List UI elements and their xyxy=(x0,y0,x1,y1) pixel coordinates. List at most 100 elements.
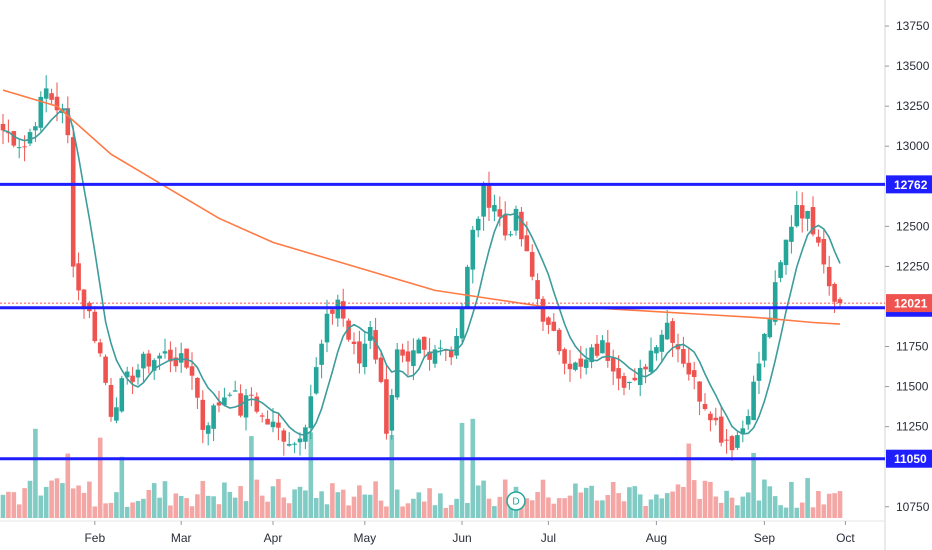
candle-body xyxy=(200,399,206,430)
candle-body xyxy=(16,147,22,149)
volume-bar xyxy=(211,496,216,518)
volume-bar xyxy=(49,480,54,518)
volume-bar xyxy=(173,493,179,518)
volume-bar xyxy=(621,501,627,518)
volume-bar xyxy=(238,486,243,518)
candle-body xyxy=(551,321,557,331)
volume-bar xyxy=(481,480,486,518)
volume-bar xyxy=(675,484,681,518)
candle-body xyxy=(162,351,168,354)
level-12762-badge xyxy=(886,175,932,194)
candle-body xyxy=(141,353,146,369)
candle-body xyxy=(276,422,281,428)
candle-body xyxy=(405,351,411,362)
candle-body xyxy=(416,339,422,354)
candle-body xyxy=(729,436,735,451)
volume-bar xyxy=(546,497,551,518)
volume-bar xyxy=(265,501,270,518)
volume-bar xyxy=(605,495,611,518)
volume-bar xyxy=(351,496,357,518)
volume-bar xyxy=(600,500,605,518)
candle-body xyxy=(346,320,351,340)
volume-bar xyxy=(837,491,843,518)
volume-bar xyxy=(130,502,135,518)
volume-bar xyxy=(470,418,476,518)
volume-bar xyxy=(535,492,540,518)
candle-body xyxy=(195,377,200,398)
candle-body xyxy=(146,353,152,367)
volume-bar xyxy=(389,435,395,518)
volume-bar xyxy=(486,498,492,518)
candle-body xyxy=(103,356,108,383)
volume-bar xyxy=(799,502,805,518)
volume-bars xyxy=(0,418,843,518)
candle-body xyxy=(621,376,627,388)
candle-body xyxy=(211,405,216,429)
candle-body xyxy=(43,88,49,99)
candle-body xyxy=(540,298,546,322)
volume-bar xyxy=(124,506,130,518)
volume-bar xyxy=(810,507,816,518)
candle-body xyxy=(816,236,821,243)
volume-bar xyxy=(502,479,508,518)
candle-body xyxy=(826,266,832,287)
volume-bar xyxy=(151,483,157,518)
volume-bar xyxy=(146,490,152,518)
candle-body xyxy=(11,131,17,146)
price-tick-label: 13250 xyxy=(896,99,930,113)
candle-body xyxy=(108,384,114,417)
candle-body xyxy=(216,402,222,406)
volume-bar xyxy=(589,485,594,518)
candle-body xyxy=(114,407,119,421)
volume-bar xyxy=(718,502,724,518)
volume-bar xyxy=(103,503,108,518)
last-price-label: 12021 xyxy=(894,297,928,311)
volume-bar xyxy=(767,486,773,518)
candle-body xyxy=(384,379,389,434)
volume-bar xyxy=(254,479,260,518)
volume-bar xyxy=(141,498,146,518)
volume-bar xyxy=(81,492,87,518)
price-tick-label: 10750 xyxy=(896,500,930,514)
volume-bar xyxy=(357,485,362,518)
candle-body xyxy=(33,126,38,131)
candle-body xyxy=(513,208,519,231)
candle-body xyxy=(789,226,794,242)
candle-body xyxy=(400,349,405,356)
volume-bar xyxy=(319,491,324,518)
candle-body xyxy=(254,396,260,412)
volume-bar xyxy=(740,496,746,518)
volume-bar xyxy=(562,498,567,518)
candle-body xyxy=(556,329,562,352)
candle-body xyxy=(475,218,481,231)
candle-body xyxy=(799,205,805,219)
volume-bar xyxy=(378,500,384,518)
volume-bar xyxy=(297,486,303,518)
volume-bar xyxy=(432,505,438,518)
price-tick-label: 12250 xyxy=(896,259,930,273)
volume-bar xyxy=(756,500,762,518)
dividend-marker-label: D xyxy=(512,497,519,508)
volume-bar xyxy=(11,492,17,518)
volume-bar xyxy=(43,486,49,518)
candle-body xyxy=(605,342,611,361)
volume-bar xyxy=(794,507,800,518)
time-tick-label: Aug xyxy=(646,531,667,545)
time-tick-label: Sep xyxy=(754,531,776,545)
candle-body xyxy=(632,377,638,381)
volume-bar xyxy=(362,494,368,518)
volume-bar xyxy=(249,436,254,518)
volume-bar xyxy=(87,481,92,518)
candle-body xyxy=(805,210,810,219)
candle-body xyxy=(637,367,643,385)
candle-body xyxy=(151,360,157,371)
price-tick-label: 11500 xyxy=(896,380,929,394)
volume-bar xyxy=(637,494,643,518)
volume-bar xyxy=(259,495,265,518)
candle-body xyxy=(686,362,692,375)
moving-averages xyxy=(2,89,841,436)
volume-bar xyxy=(670,491,675,518)
volume-bar xyxy=(330,483,335,518)
volume-bar xyxy=(195,494,200,518)
